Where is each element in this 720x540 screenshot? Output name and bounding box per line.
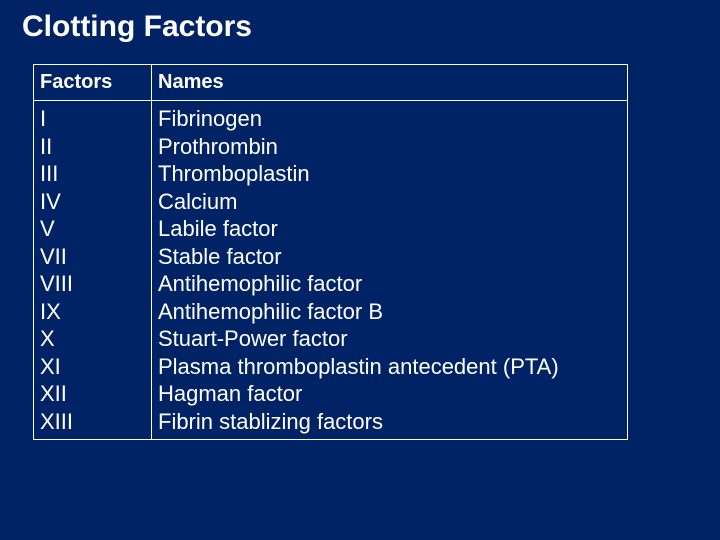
clotting-factors-table: Factors Names IIIIIIIVVVIIVIIIIXXXIXIIXI…: [33, 64, 628, 440]
names-cell: FibrinogenProthrombinThromboplastinCalci…: [152, 101, 628, 440]
factors-cell: IIIIIIIVVVIIVIIIIXXXIXIIXIII: [34, 101, 152, 440]
slide-title: Clotting Factors: [18, 10, 702, 44]
column-header-factors: Factors: [34, 65, 152, 101]
table-header-row: Factors Names: [34, 65, 628, 101]
slide-container: Clotting Factors Factors Names IIIIIIIVV…: [0, 0, 720, 540]
column-header-names: Names: [152, 65, 628, 101]
table-body-row: IIIIIIIVVVIIVIIIIXXXIXIIXIII FibrinogenP…: [34, 101, 628, 440]
